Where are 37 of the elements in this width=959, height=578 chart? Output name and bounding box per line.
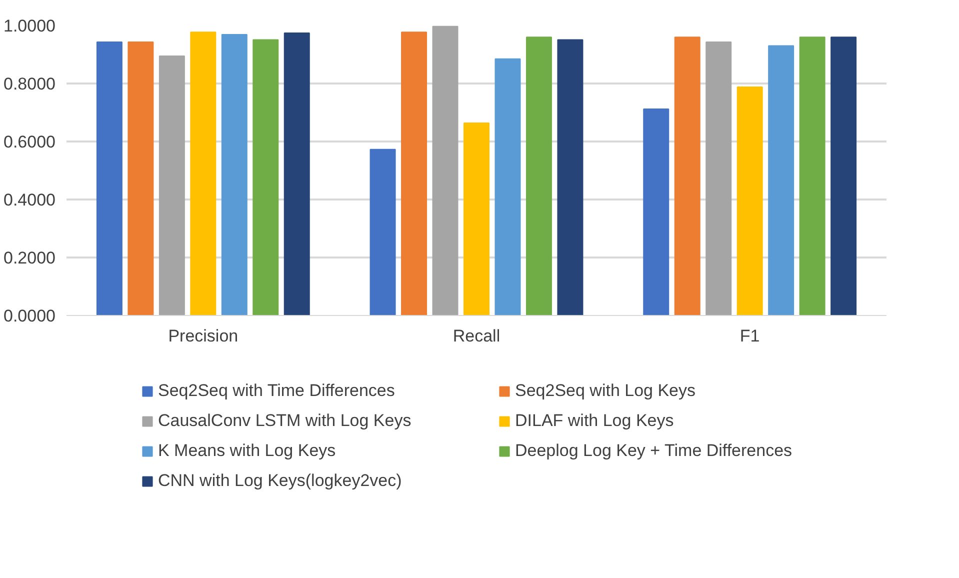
bar	[830, 36, 857, 316]
bar	[252, 39, 279, 316]
y-tick-label: 0.4000	[4, 190, 56, 210]
bar	[221, 34, 248, 316]
legend-label: CausalConv LSTM with Log Keys	[158, 410, 412, 430]
bar	[557, 39, 584, 316]
legend-label: Seq2Seq with Log Keys	[515, 380, 697, 400]
bar	[643, 108, 670, 316]
bar	[706, 42, 732, 316]
legend-label: CNN with Log Keys(logkey2vec)	[158, 470, 403, 490]
bar	[190, 32, 216, 316]
bar	[432, 26, 458, 316]
bar	[158, 55, 185, 316]
y-tick-label: 0.8000	[4, 74, 56, 94]
legend-label: K Means with Log Keys	[158, 440, 337, 460]
legend-label: DILAF with Log Keys	[515, 410, 675, 430]
legend-label: Seq2Seq with Time Differences	[158, 380, 396, 400]
bar	[128, 42, 154, 316]
bar	[494, 58, 521, 316]
bar	[370, 148, 396, 316]
bar	[96, 42, 122, 316]
y-tick-label: 0.2000	[4, 248, 56, 268]
bar	[464, 122, 490, 316]
bar	[768, 45, 794, 316]
legend-label: Deeplog Log Key + Time Differences	[515, 440, 794, 460]
bar	[736, 86, 763, 316]
x-tick-label: Precision	[168, 326, 238, 346]
y-tick-label: 1.0000	[4, 16, 56, 36]
y-tick-label: 0.6000	[4, 132, 56, 152]
y-tick-label: 0.0000	[4, 306, 56, 326]
x-tick-label: Recall	[452, 326, 500, 346]
bar	[401, 32, 428, 316]
bar	[674, 36, 700, 316]
x-tick-label: F1	[740, 326, 760, 346]
bar	[284, 32, 310, 316]
bar	[526, 36, 552, 316]
bar	[799, 36, 826, 316]
